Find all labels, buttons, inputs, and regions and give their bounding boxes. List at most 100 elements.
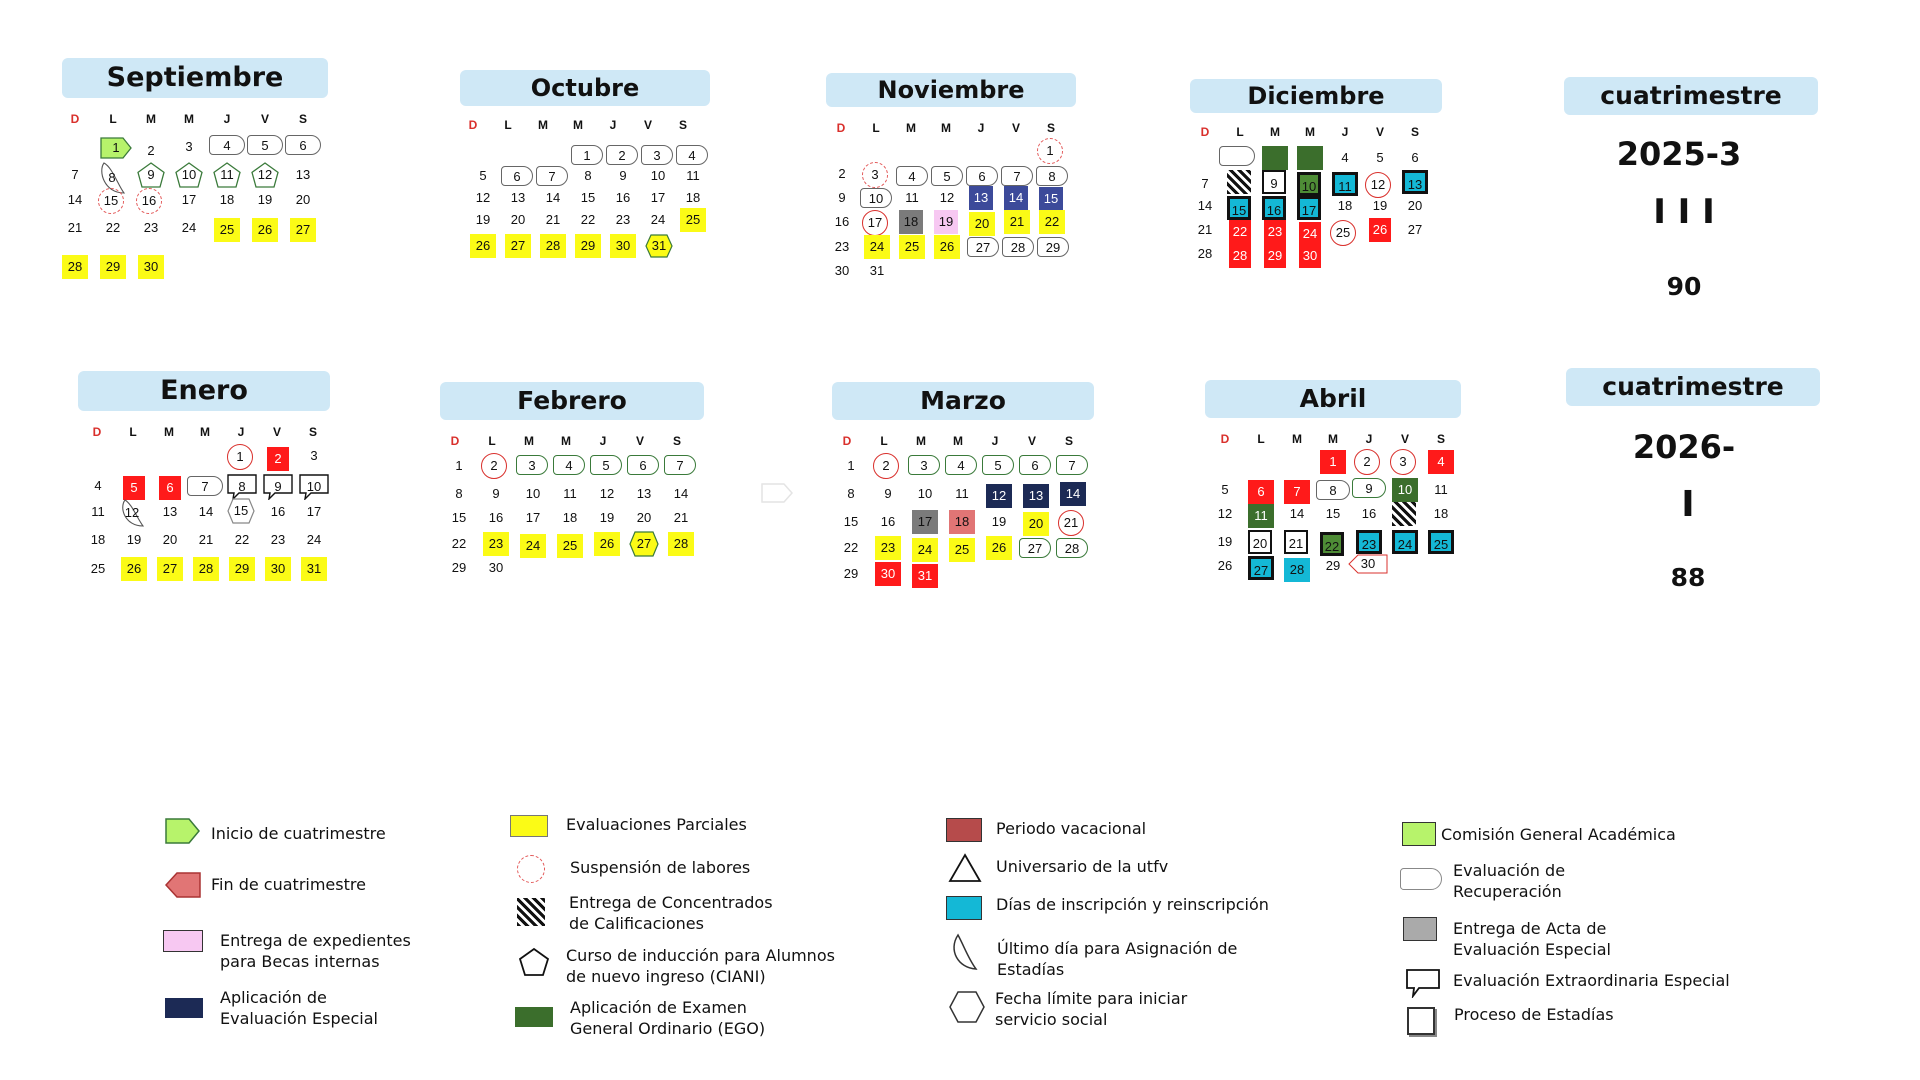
calendar-day: 22: [451, 536, 467, 551]
calendar-day: 18: [1433, 506, 1449, 521]
cuatrimestre-days-2: 88: [1670, 563, 1706, 592]
calendar-day: 27: [629, 531, 659, 557]
calendar-day: 17: [181, 192, 197, 207]
calendar-day: 9: [884, 486, 892, 501]
calendar-day: 8: [227, 474, 257, 500]
calendar-day: 23: [1356, 530, 1382, 554]
calendar-day: 10: [299, 474, 329, 500]
weekday-label: L: [488, 434, 496, 448]
calendar-day: 26: [986, 536, 1012, 560]
legend-proceso-estadias: Proceso de Estadías: [1454, 1005, 1614, 1024]
calendar-day: 8: [1316, 480, 1350, 500]
weekday-label: J: [991, 434, 999, 448]
month-noviembre: Noviembre D L M M J V S: [826, 73, 1116, 273]
calendar-day: 13: [1402, 170, 1428, 194]
month-title: Septiembre: [62, 58, 328, 98]
calendar-day: 13: [295, 167, 311, 182]
vacacional-swatch: [946, 818, 982, 842]
weekday-label: S: [1436, 432, 1445, 446]
calendar-day: [1392, 502, 1416, 526]
calendar-day: 22: [1229, 220, 1251, 244]
acta-swatch: [1403, 917, 1437, 941]
cuatrimestre-roman-1: I I I: [1653, 192, 1715, 232]
weekday-label: V: [272, 425, 281, 439]
calendar-day: 14: [1060, 482, 1086, 506]
calendar-day: 30: [265, 557, 291, 581]
moon-icon: [953, 933, 978, 970]
legend-estadias-asig: Último día para Asignación de Estadías: [997, 939, 1238, 979]
calendar-day: 6: [1411, 150, 1419, 165]
calendar-day: 14: [67, 192, 83, 207]
weekday-label: M: [941, 121, 951, 135]
weekday-label: S: [672, 434, 681, 448]
weekday-label: M: [916, 434, 926, 448]
calendar-day: 17: [525, 510, 541, 525]
calendar-day: 11: [563, 486, 577, 501]
calendar-day: 5: [982, 455, 1014, 475]
calendar-day: 5: [931, 166, 963, 186]
weekday-label: D: [450, 434, 460, 448]
legend-ego: Aplicación de Examen General Ordinario (…: [570, 998, 766, 1038]
calendar-day: 12: [986, 484, 1012, 508]
calendar-day: 31: [645, 234, 673, 258]
calendar-day: 23: [875, 536, 901, 560]
calendar-day: 15: [451, 510, 467, 525]
calendar-day: 21: [1004, 210, 1030, 234]
calendar-day: 31: [869, 263, 885, 278]
calendar-day: 21: [67, 220, 83, 235]
calendar-day: 5: [123, 476, 145, 500]
weekday-label: D: [1200, 125, 1210, 139]
calendar-day: 12: [1365, 172, 1391, 198]
calendar-day: 17: [862, 210, 888, 236]
calendar-day: 26: [121, 557, 147, 581]
calendar-day: 14: [545, 190, 561, 205]
calendar-day: 20: [295, 192, 311, 207]
calendar-day: 15: [227, 498, 255, 524]
calendar-day: 28: [1284, 558, 1310, 582]
inicio-icon: [165, 818, 200, 844]
calendar-day: 16: [270, 504, 286, 519]
calendar-day: 4: [1428, 450, 1454, 474]
calendar-day: 17: [1297, 196, 1321, 220]
weekday-label: M: [573, 118, 583, 132]
calendar-day: 28: [1002, 237, 1034, 257]
calendar-day: 17: [912, 510, 938, 534]
calendar-day: 2: [873, 453, 899, 479]
calendar-day: 21: [1197, 222, 1213, 237]
calendar-day: 16: [136, 188, 162, 214]
calendar-day: 9: [492, 486, 500, 501]
calendar-day: 9: [137, 162, 165, 188]
calendar-day: 3: [185, 139, 193, 154]
calendar-day: 28: [193, 557, 219, 581]
calendar-day: 11: [686, 168, 700, 183]
legend-expedientes: Entrega de expedientes para Becas intern…: [220, 931, 411, 971]
weekday-label: M: [164, 425, 174, 439]
weekday-label: V: [1375, 125, 1384, 139]
calendar-day: 25: [1330, 220, 1356, 246]
calendar-day: 3: [641, 145, 673, 165]
calendar-day: 7: [1056, 455, 1088, 475]
calendar-day: 1: [100, 137, 132, 159]
calendar-day: 27: [967, 237, 999, 257]
cuatrimestre-period-1: 2025-3: [1616, 135, 1742, 173]
weekday-label: M: [200, 425, 210, 439]
weekday-label: M: [1305, 125, 1315, 139]
calendar-day: 11: [1332, 172, 1358, 196]
weekday-label: V: [1027, 434, 1036, 448]
calendar-day: 12: [119, 498, 145, 528]
legend-vacacional: Periodo vacacional: [996, 819, 1147, 838]
pentagon-icon: [518, 947, 550, 976]
recuperacion-icon: [1400, 868, 1442, 890]
calendar-day: 9: [838, 190, 846, 205]
calendar-day: 20: [162, 532, 178, 547]
calendar-day: 27: [505, 234, 531, 258]
calendar-day: 13: [969, 186, 993, 210]
weekday-label: S: [1046, 121, 1055, 135]
calendar-day: 19: [934, 210, 958, 234]
calendar-day: 14: [673, 486, 689, 501]
calendar-day: 20: [1023, 512, 1049, 536]
calendar-day: 22: [234, 532, 250, 547]
month-title: Abril: [1205, 380, 1461, 418]
month-febrero: Febrero D L M M J V S: [440, 382, 730, 582]
legend-acta: Entrega de Acta de Evaluación Especial: [1453, 919, 1611, 959]
